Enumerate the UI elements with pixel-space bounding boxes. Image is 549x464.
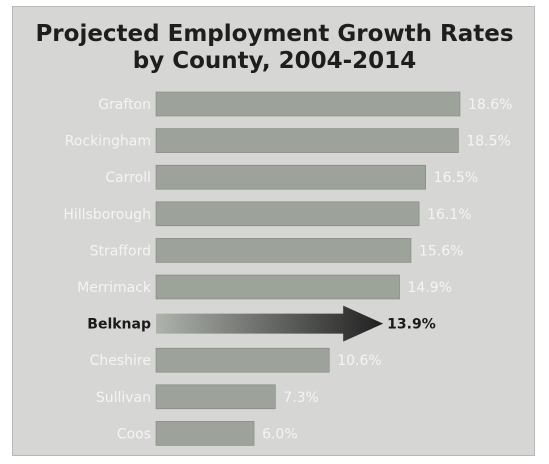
bar-sullivan: [155, 384, 276, 410]
chart-frame: Projected Employment Growth Rates by Cou…: [12, 6, 535, 456]
category-label-grafton: Grafton: [98, 97, 151, 113]
bar-rockingham: [155, 128, 459, 153]
bars-group: Grafton 18.6% Rockingham 18.5% Carroll 16.5% H…: [63, 91, 512, 446]
value-label-carroll: 16.5%: [434, 170, 478, 186]
bar-coos: [155, 421, 255, 446]
value-label-grafton: 18.6%: [468, 97, 512, 113]
chart-title-line-2: by County, 2004-2014: [132, 48, 417, 74]
value-label-hillsborough: 16.1%: [427, 207, 471, 223]
value-label-merrimack: 14.9%: [408, 280, 452, 296]
value-label-strafford: 15.6%: [419, 243, 463, 259]
category-label-sullivan: Sullivan: [96, 390, 151, 406]
category-label-merrimack: Merrimack: [77, 280, 152, 296]
value-label-cheshire: 10.6%: [337, 353, 381, 369]
category-label-carroll: Carroll: [105, 170, 151, 186]
category-label-cheshire: Cheshire: [90, 353, 151, 369]
bar-merrimack: [155, 274, 400, 300]
bar-carroll: [155, 164, 426, 190]
bar-chart: Grafton 18.6% Rockingham 18.5% Carroll 16.5% H…: [63, 91, 512, 446]
value-label-rockingham: 18.5%: [466, 134, 510, 150]
value-label-coos: 6.0%: [262, 426, 298, 442]
chart-title: Projected Employment Growth Rates by Cou…: [13, 21, 536, 75]
value-label-sullivan: 7.3%: [283, 390, 319, 406]
category-label-strafford: Strafford: [90, 243, 151, 259]
category-label-belknap: Belknap: [87, 317, 151, 333]
bar-grafton: [155, 91, 461, 117]
value-label-belknap: 13.9%: [387, 317, 436, 333]
category-label-rockingham: Rockingham: [65, 134, 151, 150]
category-label-hillsborough: Hillsborough: [63, 207, 151, 223]
category-label-coos: Coos: [117, 426, 151, 442]
chart-title-line-1: Projected Employment Growth Rates: [35, 21, 514, 47]
bar-hillsborough: [155, 201, 420, 227]
bar-cheshire: [155, 347, 330, 373]
bar-belknap-arrow: [156, 305, 384, 342]
bar-strafford: [155, 238, 412, 263]
